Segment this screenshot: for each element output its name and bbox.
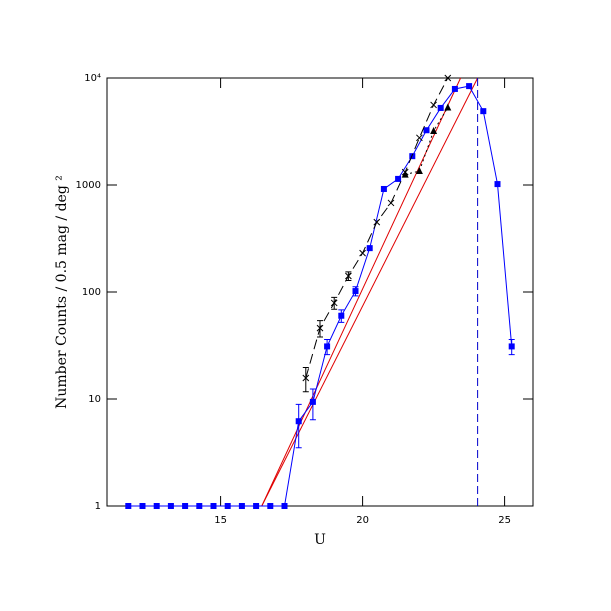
marker bbox=[359, 249, 366, 257]
marker bbox=[224, 503, 231, 509]
x-tick-label: 20 bbox=[356, 515, 369, 526]
marker bbox=[330, 299, 338, 307]
marker bbox=[366, 245, 373, 252]
error-bar bbox=[317, 320, 323, 338]
marker bbox=[295, 418, 302, 425]
marker bbox=[387, 199, 395, 207]
y-tick-label: 100 bbox=[82, 287, 101, 298]
marker bbox=[316, 324, 324, 332]
marker bbox=[153, 503, 160, 509]
y-tick-label: 10⁴ bbox=[84, 73, 101, 84]
marker bbox=[352, 288, 359, 295]
fit-line bbox=[261, 77, 479, 507]
marker bbox=[451, 85, 458, 92]
marker bbox=[444, 103, 452, 111]
x-axis-label: U bbox=[314, 532, 326, 548]
series-line bbox=[305, 77, 449, 379]
marker bbox=[494, 181, 501, 188]
error-bar bbox=[295, 403, 302, 449]
marker bbox=[480, 108, 487, 115]
series-line bbox=[128, 85, 513, 507]
marker bbox=[508, 343, 515, 350]
marker bbox=[281, 503, 288, 509]
marker bbox=[466, 83, 473, 90]
marker bbox=[338, 312, 345, 319]
fit-line bbox=[261, 77, 462, 507]
marker bbox=[309, 398, 316, 405]
marker bbox=[196, 503, 203, 509]
y-tick-label: 1 bbox=[95, 501, 101, 512]
marker bbox=[125, 503, 132, 509]
marker bbox=[210, 503, 217, 509]
marker bbox=[437, 104, 444, 111]
marker bbox=[380, 185, 387, 192]
marker bbox=[238, 503, 245, 509]
marker bbox=[373, 218, 381, 226]
marker bbox=[139, 503, 146, 509]
plot-frame bbox=[106, 77, 534, 507]
marker bbox=[267, 503, 274, 509]
x-tick-label: 25 bbox=[498, 515, 511, 526]
marker bbox=[302, 374, 310, 382]
x-tick-label: 15 bbox=[214, 515, 227, 526]
series-line bbox=[405, 107, 449, 176]
marker bbox=[182, 503, 189, 509]
error-bar bbox=[302, 366, 309, 393]
marker bbox=[444, 74, 452, 82]
marker bbox=[430, 126, 438, 134]
marker bbox=[415, 167, 423, 175]
marker bbox=[416, 134, 423, 142]
marker bbox=[253, 503, 260, 509]
marker bbox=[395, 175, 402, 182]
marker bbox=[423, 127, 430, 134]
y-tick-label: 1000 bbox=[76, 180, 101, 191]
marker bbox=[167, 503, 174, 509]
y-axis-label: Number Counts / 0.5 mag / deg ² bbox=[54, 175, 70, 409]
marker bbox=[430, 101, 437, 109]
marker bbox=[324, 343, 331, 350]
marker bbox=[345, 272, 352, 280]
marker bbox=[401, 170, 409, 178]
y-tick-label: 10 bbox=[88, 394, 101, 405]
